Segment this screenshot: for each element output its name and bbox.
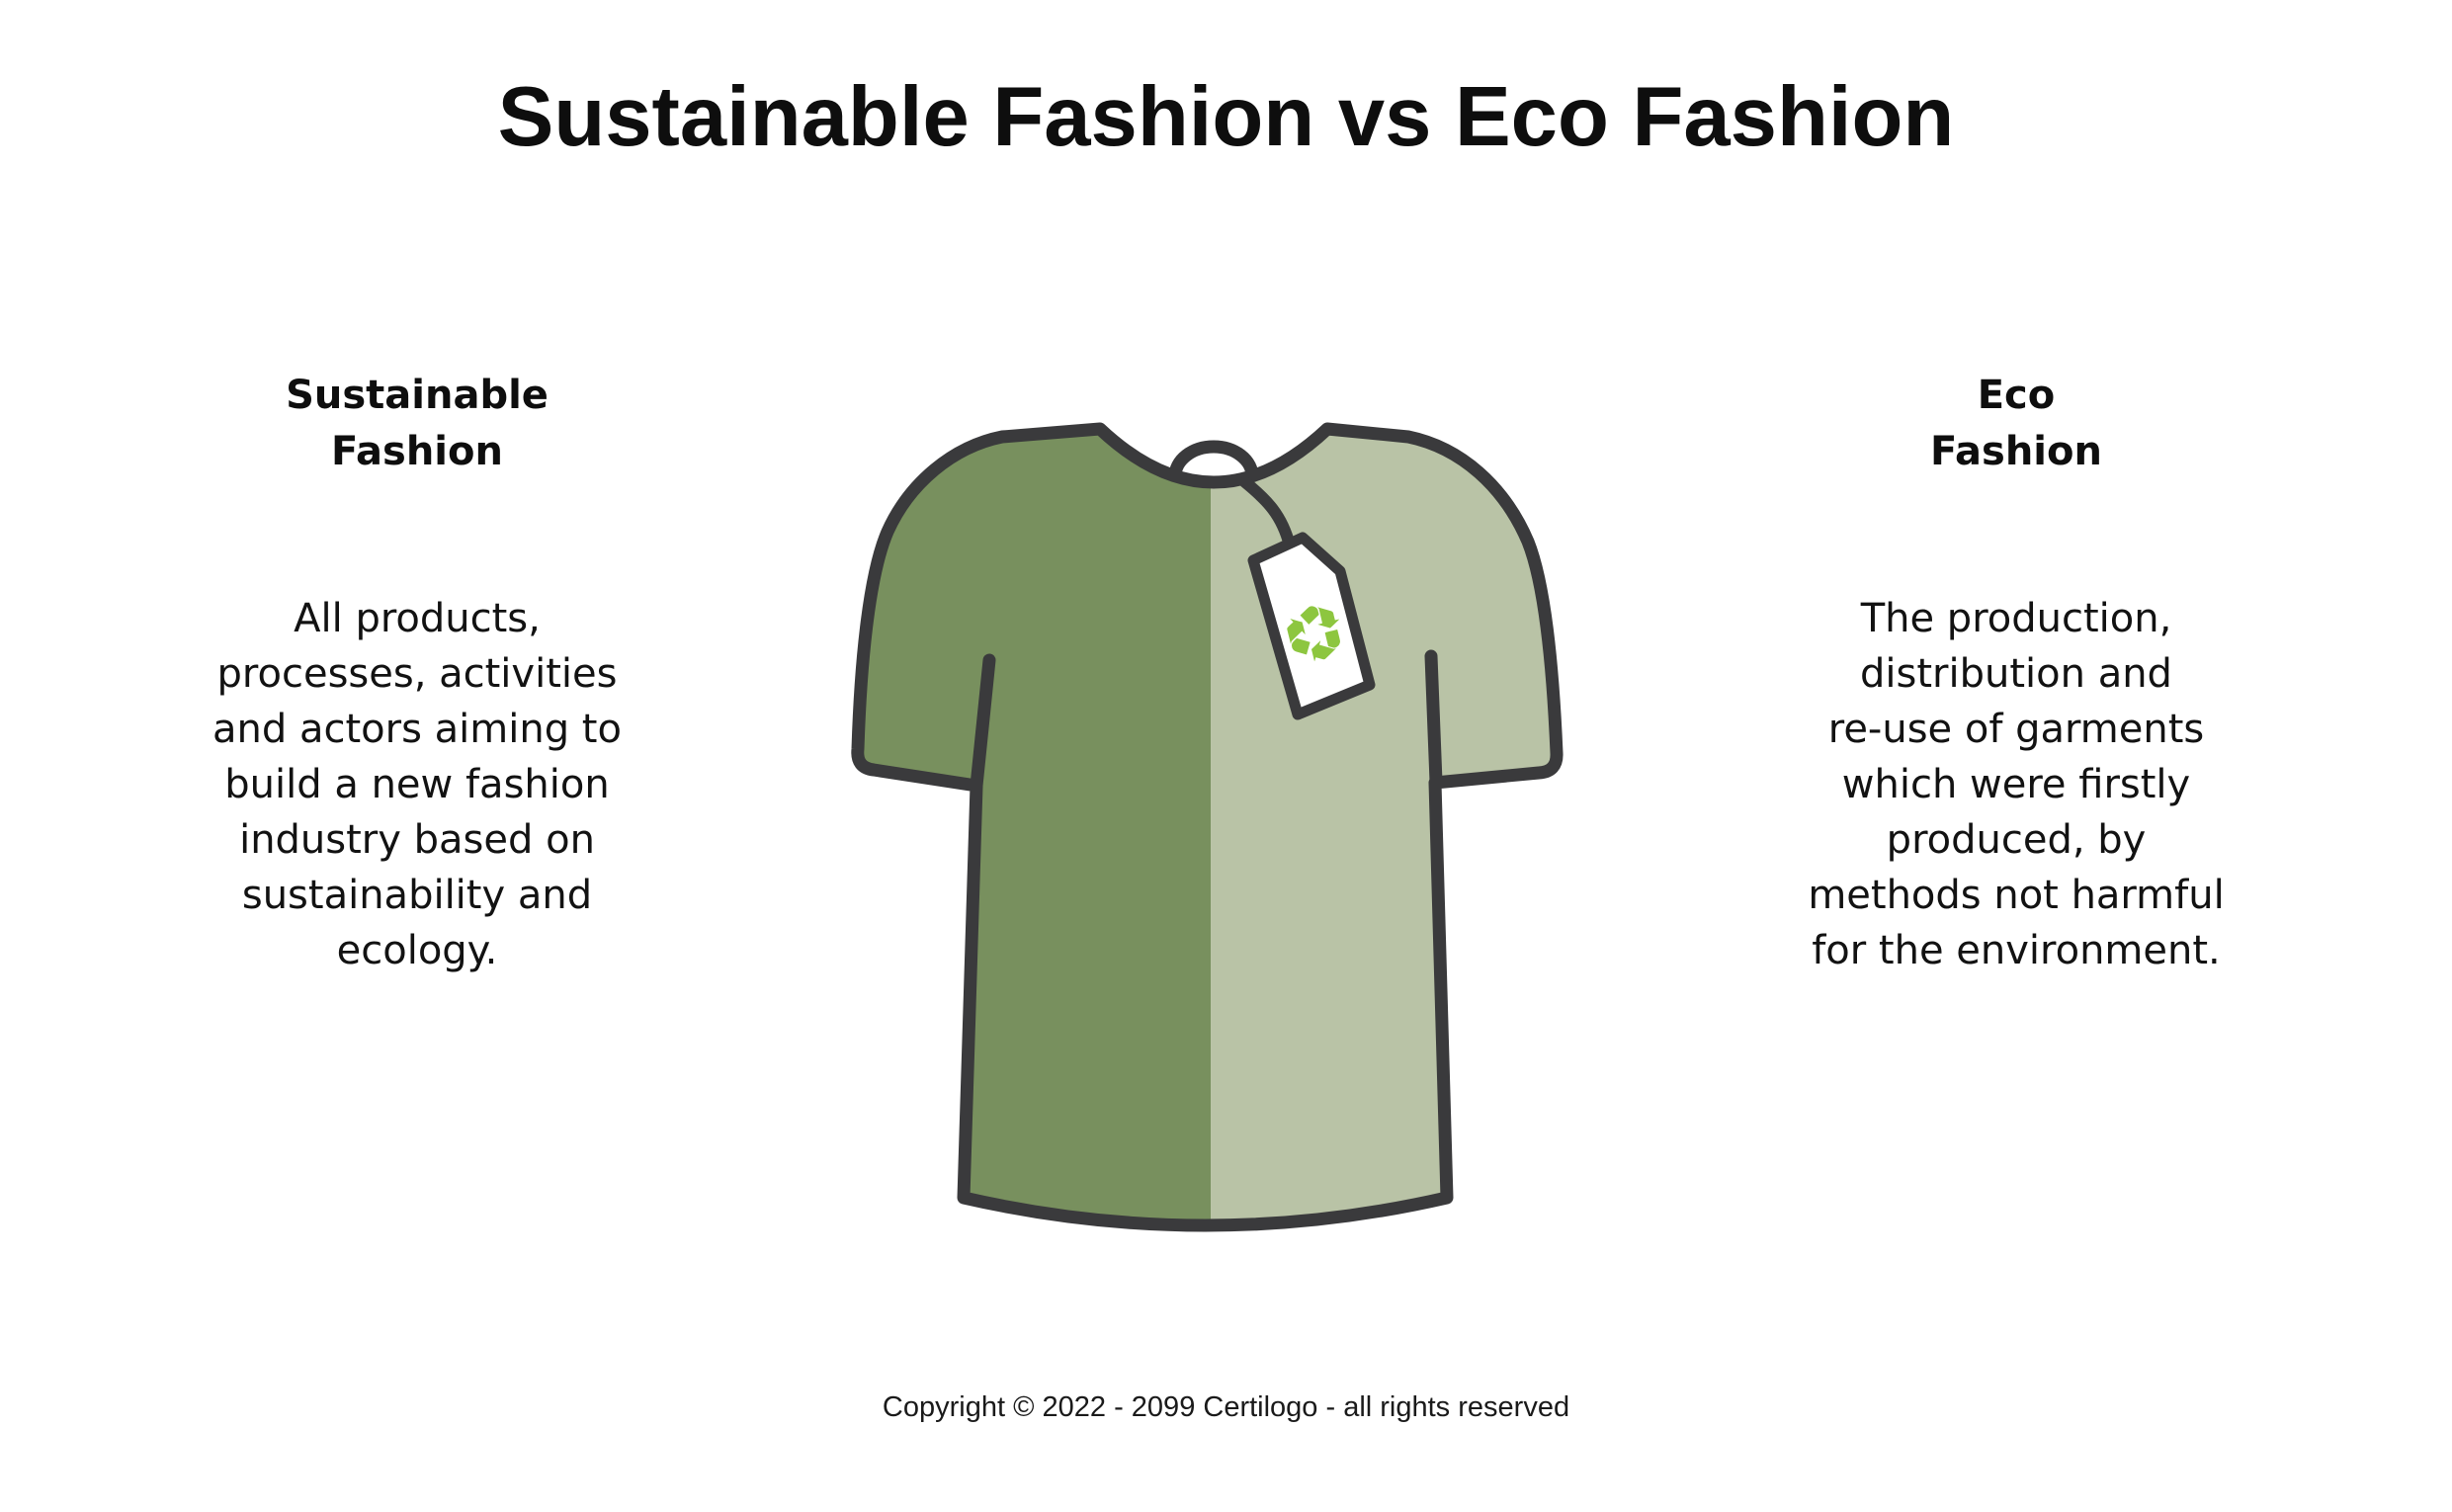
left-sleeve-seam <box>970 653 996 793</box>
tshirt-left-half <box>857 429 1211 1225</box>
right-sleeve-seam <box>1424 649 1443 789</box>
eco-fashion-column: Eco Fashion The production, distribution… <box>1730 0 2303 1087</box>
tshirt-illustration: ♻ <box>851 422 1564 1232</box>
sustainable-fashion-description: All products, processes, activities and … <box>212 596 622 973</box>
sustainable-fashion-heading: Sustainable Fashion <box>286 373 549 474</box>
tshirt-outline <box>851 422 1564 1232</box>
sustainable-fashion-column: Sustainable Fashion All products, proces… <box>130 0 704 1087</box>
eco-fashion-heading: Eco Fashion <box>1930 373 2102 474</box>
copyright-footer: Copyright © 2022 - 2099 Certilogo - all … <box>0 1387 2452 1427</box>
price-tag <box>1247 532 1376 720</box>
copyright-text: Copyright © 2022 - 2099 Certilogo - all … <box>882 1391 1570 1423</box>
eco-fashion-description: The production, distribution and re-use … <box>1808 596 2225 973</box>
page-title: Sustainable Fashion vs Eco Fashion <box>497 70 1955 164</box>
